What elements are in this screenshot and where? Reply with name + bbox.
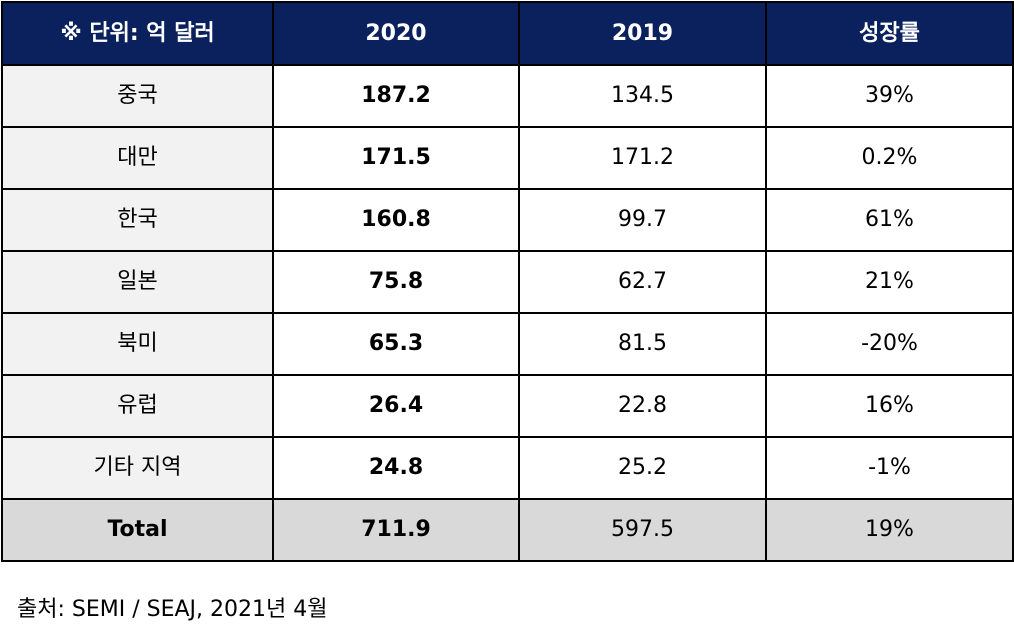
value-2020-cell: 187.2 <box>272 64 520 128</box>
growth-cell: 0.2% <box>765 126 1014 190</box>
table-row: 한국 160.8 99.7 61% <box>1 188 1014 252</box>
total-label-cell: Total <box>1 498 274 562</box>
total-growth-cell: 19% <box>765 498 1014 562</box>
growth-header: 성장률 <box>765 1 1014 66</box>
sales-table: ※ 단위: 억 달러 2020 2019 성장률 중국 187.2 134.5 … <box>1 1 1014 562</box>
value-2020-cell: 171.5 <box>272 126 520 190</box>
region-cell: 중국 <box>1 64 274 128</box>
growth-cell: -20% <box>765 312 1014 376</box>
table-row: 북미 65.3 81.5 -20% <box>1 312 1014 376</box>
region-cell: 한국 <box>1 188 274 252</box>
table-row: 유럽 26.4 22.8 16% <box>1 374 1014 438</box>
value-2019-cell: 62.7 <box>518 250 767 314</box>
value-2019-cell: 22.8 <box>518 374 767 438</box>
value-2020-cell: 75.8 <box>272 250 520 314</box>
growth-cell: 61% <box>765 188 1014 252</box>
value-2020-cell: 160.8 <box>272 188 520 252</box>
growth-cell: 21% <box>765 250 1014 314</box>
value-2020-cell: 26.4 <box>272 374 520 438</box>
total-2020-cell: 711.9 <box>272 498 520 562</box>
region-cell: 유럽 <box>1 374 274 438</box>
year-2019-header: 2019 <box>518 1 767 66</box>
table-row: 일본 75.8 62.7 21% <box>1 250 1014 314</box>
total-2019-cell: 597.5 <box>518 498 767 562</box>
region-cell: 대만 <box>1 126 274 190</box>
value-2019-cell: 171.2 <box>518 126 767 190</box>
year-2020-header: 2020 <box>272 1 520 66</box>
growth-cell: 16% <box>765 374 1014 438</box>
value-2020-cell: 24.8 <box>272 436 520 500</box>
region-cell: 기타 지역 <box>1 436 274 500</box>
table-row: 기타 지역 24.8 25.2 -1% <box>1 436 1014 500</box>
source-note: 출처: SEMI / SEAJ, 2021년 4월 <box>17 597 328 622</box>
header-row: ※ 단위: 억 달러 2020 2019 성장률 <box>1 1 1014 66</box>
value-2019-cell: 25.2 <box>518 436 767 500</box>
unit-header: ※ 단위: 억 달러 <box>1 1 274 66</box>
total-row: Total 711.9 597.5 19% <box>1 498 1014 562</box>
region-cell: 일본 <box>1 250 274 314</box>
value-2019-cell: 134.5 <box>518 64 767 128</box>
growth-cell: -1% <box>765 436 1014 500</box>
table-row: 중국 187.2 134.5 39% <box>1 64 1014 128</box>
value-2019-cell: 99.7 <box>518 188 767 252</box>
growth-cell: 39% <box>765 64 1014 128</box>
value-2019-cell: 81.5 <box>518 312 767 376</box>
region-cell: 북미 <box>1 312 274 376</box>
value-2020-cell: 65.3 <box>272 312 520 376</box>
table-row: 대만 171.5 171.2 0.2% <box>1 126 1014 190</box>
